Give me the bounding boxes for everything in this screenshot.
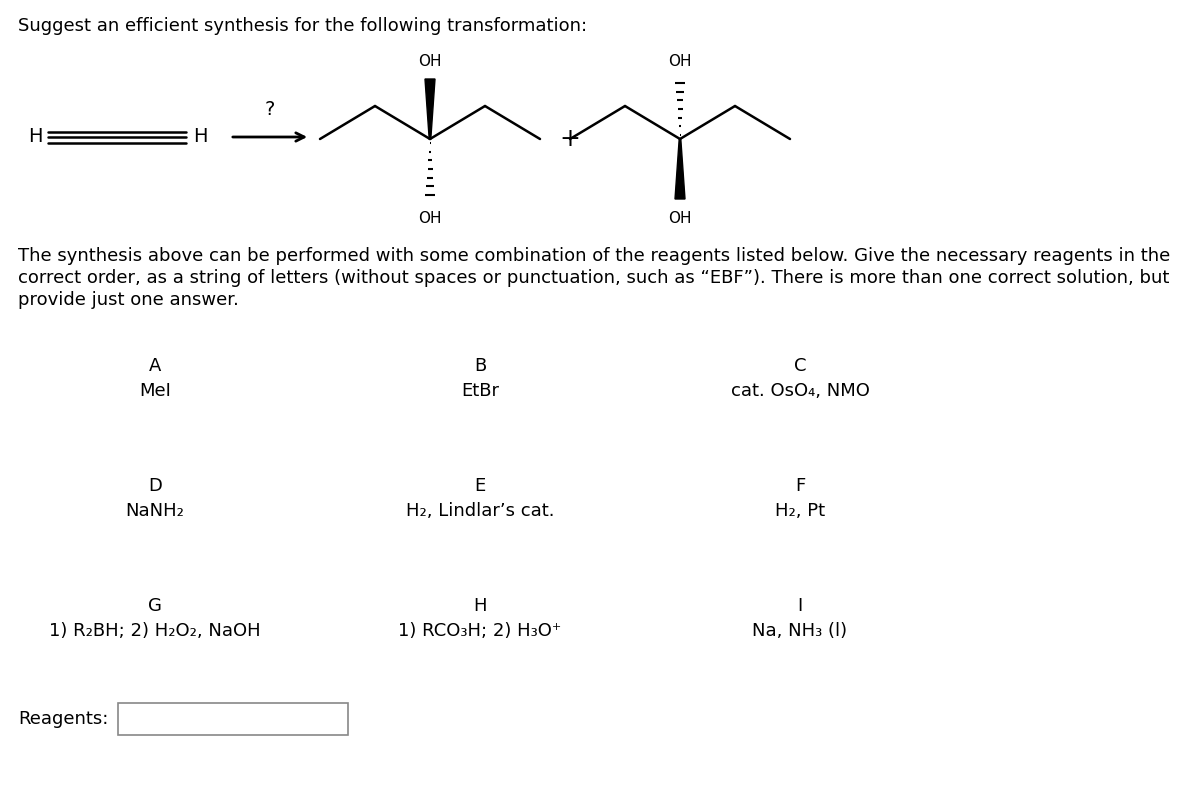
Text: H: H (28, 127, 42, 146)
Text: 1) R₂BH; 2) H₂O₂, NaOH: 1) R₂BH; 2) H₂O₂, NaOH (49, 622, 260, 640)
Text: H: H (193, 127, 208, 146)
Text: Na, NH₃ (l): Na, NH₃ (l) (752, 622, 847, 640)
Text: ?: ? (265, 100, 275, 119)
Text: A: A (149, 357, 161, 375)
Text: F: F (794, 477, 805, 495)
Text: provide just one answer.: provide just one answer. (18, 291, 239, 309)
Text: cat. OsO₄, NMO: cat. OsO₄, NMO (731, 382, 870, 400)
Text: H₂, Pt: H₂, Pt (775, 502, 826, 520)
Polygon shape (674, 139, 685, 199)
FancyBboxPatch shape (118, 703, 348, 735)
Text: C: C (793, 357, 806, 375)
Text: The synthesis above can be performed with some combination of the reagents liste: The synthesis above can be performed wit… (18, 247, 1170, 265)
Text: OH: OH (668, 211, 691, 226)
Text: correct order, as a string of letters (without spaces or punctuation, such as “E: correct order, as a string of letters (w… (18, 269, 1169, 287)
Text: B: B (474, 357, 486, 375)
Text: H: H (473, 597, 487, 615)
Text: NaNH₂: NaNH₂ (126, 502, 185, 520)
Text: Suggest an efficient synthesis for the following transformation:: Suggest an efficient synthesis for the f… (18, 17, 587, 35)
Text: Reagents:: Reagents: (18, 710, 108, 728)
Polygon shape (425, 79, 436, 139)
Text: OH: OH (419, 54, 442, 69)
Text: OH: OH (419, 211, 442, 226)
Text: 1) RCO₃H; 2) H₃O⁺: 1) RCO₃H; 2) H₃O⁺ (398, 622, 562, 640)
Text: G: G (148, 597, 162, 615)
Text: MeI: MeI (139, 382, 170, 400)
Text: +: + (559, 127, 581, 151)
Text: EtBr: EtBr (461, 382, 499, 400)
Text: D: D (148, 477, 162, 495)
Text: I: I (797, 597, 803, 615)
Text: E: E (474, 477, 486, 495)
Text: H₂, Lindlar’s cat.: H₂, Lindlar’s cat. (406, 502, 554, 520)
Text: OH: OH (668, 54, 691, 69)
